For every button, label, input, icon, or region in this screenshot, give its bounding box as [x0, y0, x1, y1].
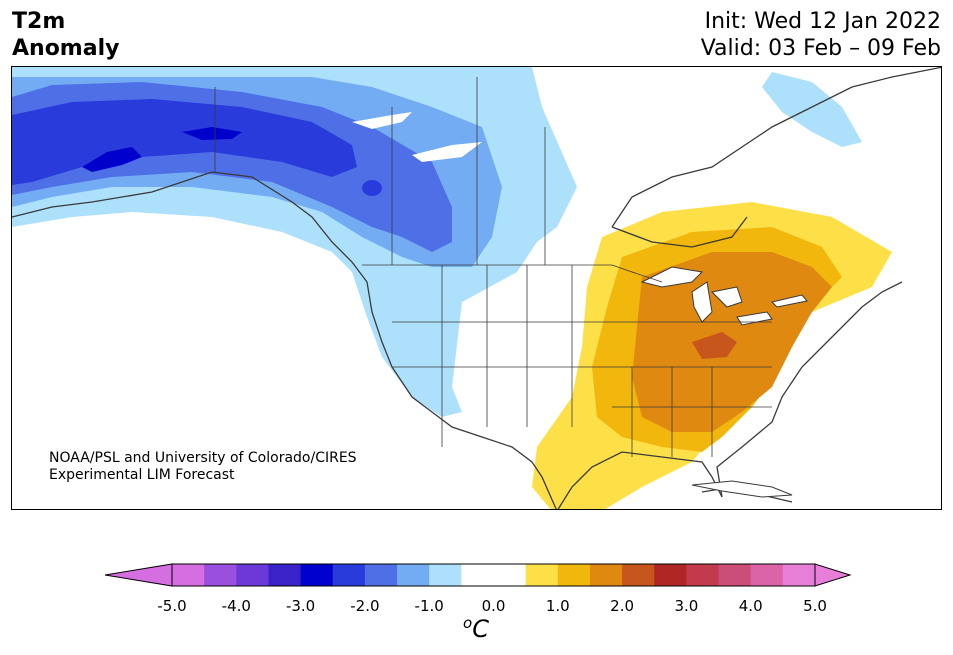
colorbar-tick-label: 2.0 [610, 597, 635, 615]
colorbar-segment [782, 564, 816, 586]
credit-line-2: Experimental LIM Forecast [49, 467, 235, 483]
init-date: Init: Wed 12 Jan 2022 [704, 9, 941, 34]
colorbar-segment [300, 564, 334, 586]
colorbar-segment [332, 564, 366, 586]
forecast-dates: Init: Wed 12 Jan 2022 Valid: 03 Feb – 09… [701, 8, 941, 62]
colorbar-segment [172, 564, 205, 586]
colorbar-tick-label: -1.0 [414, 597, 444, 615]
credit-line-1: NOAA/PSL and University of Colorado/CIRE… [49, 450, 357, 466]
colorbar-segment [589, 564, 623, 586]
colorbar-segment [718, 564, 752, 586]
colorbar-over-arrow [814, 563, 852, 587]
colorbar-segment [268, 564, 302, 586]
anomaly-map [12, 67, 941, 509]
colorbar-tick-label: 5.0 [803, 597, 827, 615]
valid-range: Valid: 03 Feb – 09 Feb [700, 36, 941, 61]
credit-text: NOAA/PSL and University of Colorado/CIRE… [49, 450, 357, 484]
colorbar-tick-label: 1.0 [545, 597, 570, 615]
map-title: T2m Anomaly [12, 8, 119, 62]
colorbar [104, 563, 852, 587]
colorbar-under-arrow [104, 563, 173, 587]
colorbar-segment [750, 564, 784, 586]
colorbar-segment [429, 564, 462, 586]
warm-anomaly-level-4 [692, 332, 737, 359]
cold-anomaly-level-5 [82, 127, 242, 172]
units-label: oC [463, 614, 489, 643]
colorbar-tick-label: 3.0 [674, 597, 699, 615]
map-panel [11, 66, 942, 510]
colorbar-segment [557, 564, 591, 586]
political-boundaries [214, 77, 772, 457]
cuba [691, 480, 793, 498]
colorbar-segment [397, 564, 430, 586]
colorbar-segment [461, 564, 494, 586]
colorbar-segment [525, 564, 559, 586]
celsius-letter: C [472, 615, 489, 643]
great-lakes [640, 266, 808, 326]
colorbar-segment [686, 564, 720, 586]
colorbar-tick-label: -3.0 [285, 597, 316, 615]
title-line-1: T2m [12, 9, 66, 34]
colorbar-segment [493, 564, 527, 586]
degree-symbol: o [463, 614, 473, 632]
colorbar-tick-label: 4.0 [738, 597, 763, 615]
colorbar-tick-label: -4.0 [221, 597, 251, 615]
cold-anomaly-ne-canada [762, 72, 862, 147]
northern-lakes [352, 112, 482, 162]
colorbar-tick-label: -2.0 [350, 597, 380, 615]
colorbar-segment [622, 564, 655, 586]
colorbar-segment [204, 564, 237, 586]
title-line-2: Anomaly [12, 36, 120, 61]
colorbar-segment [364, 564, 398, 586]
colorbar-segment [236, 564, 269, 586]
colorbar-tick-label: 0.0 [481, 597, 506, 615]
colorbar-border [171, 563, 816, 587]
colorbar-segment [654, 564, 687, 586]
cold-anomaly-spot [362, 180, 382, 196]
colorbar-tick-label: -5.0 [157, 597, 187, 615]
